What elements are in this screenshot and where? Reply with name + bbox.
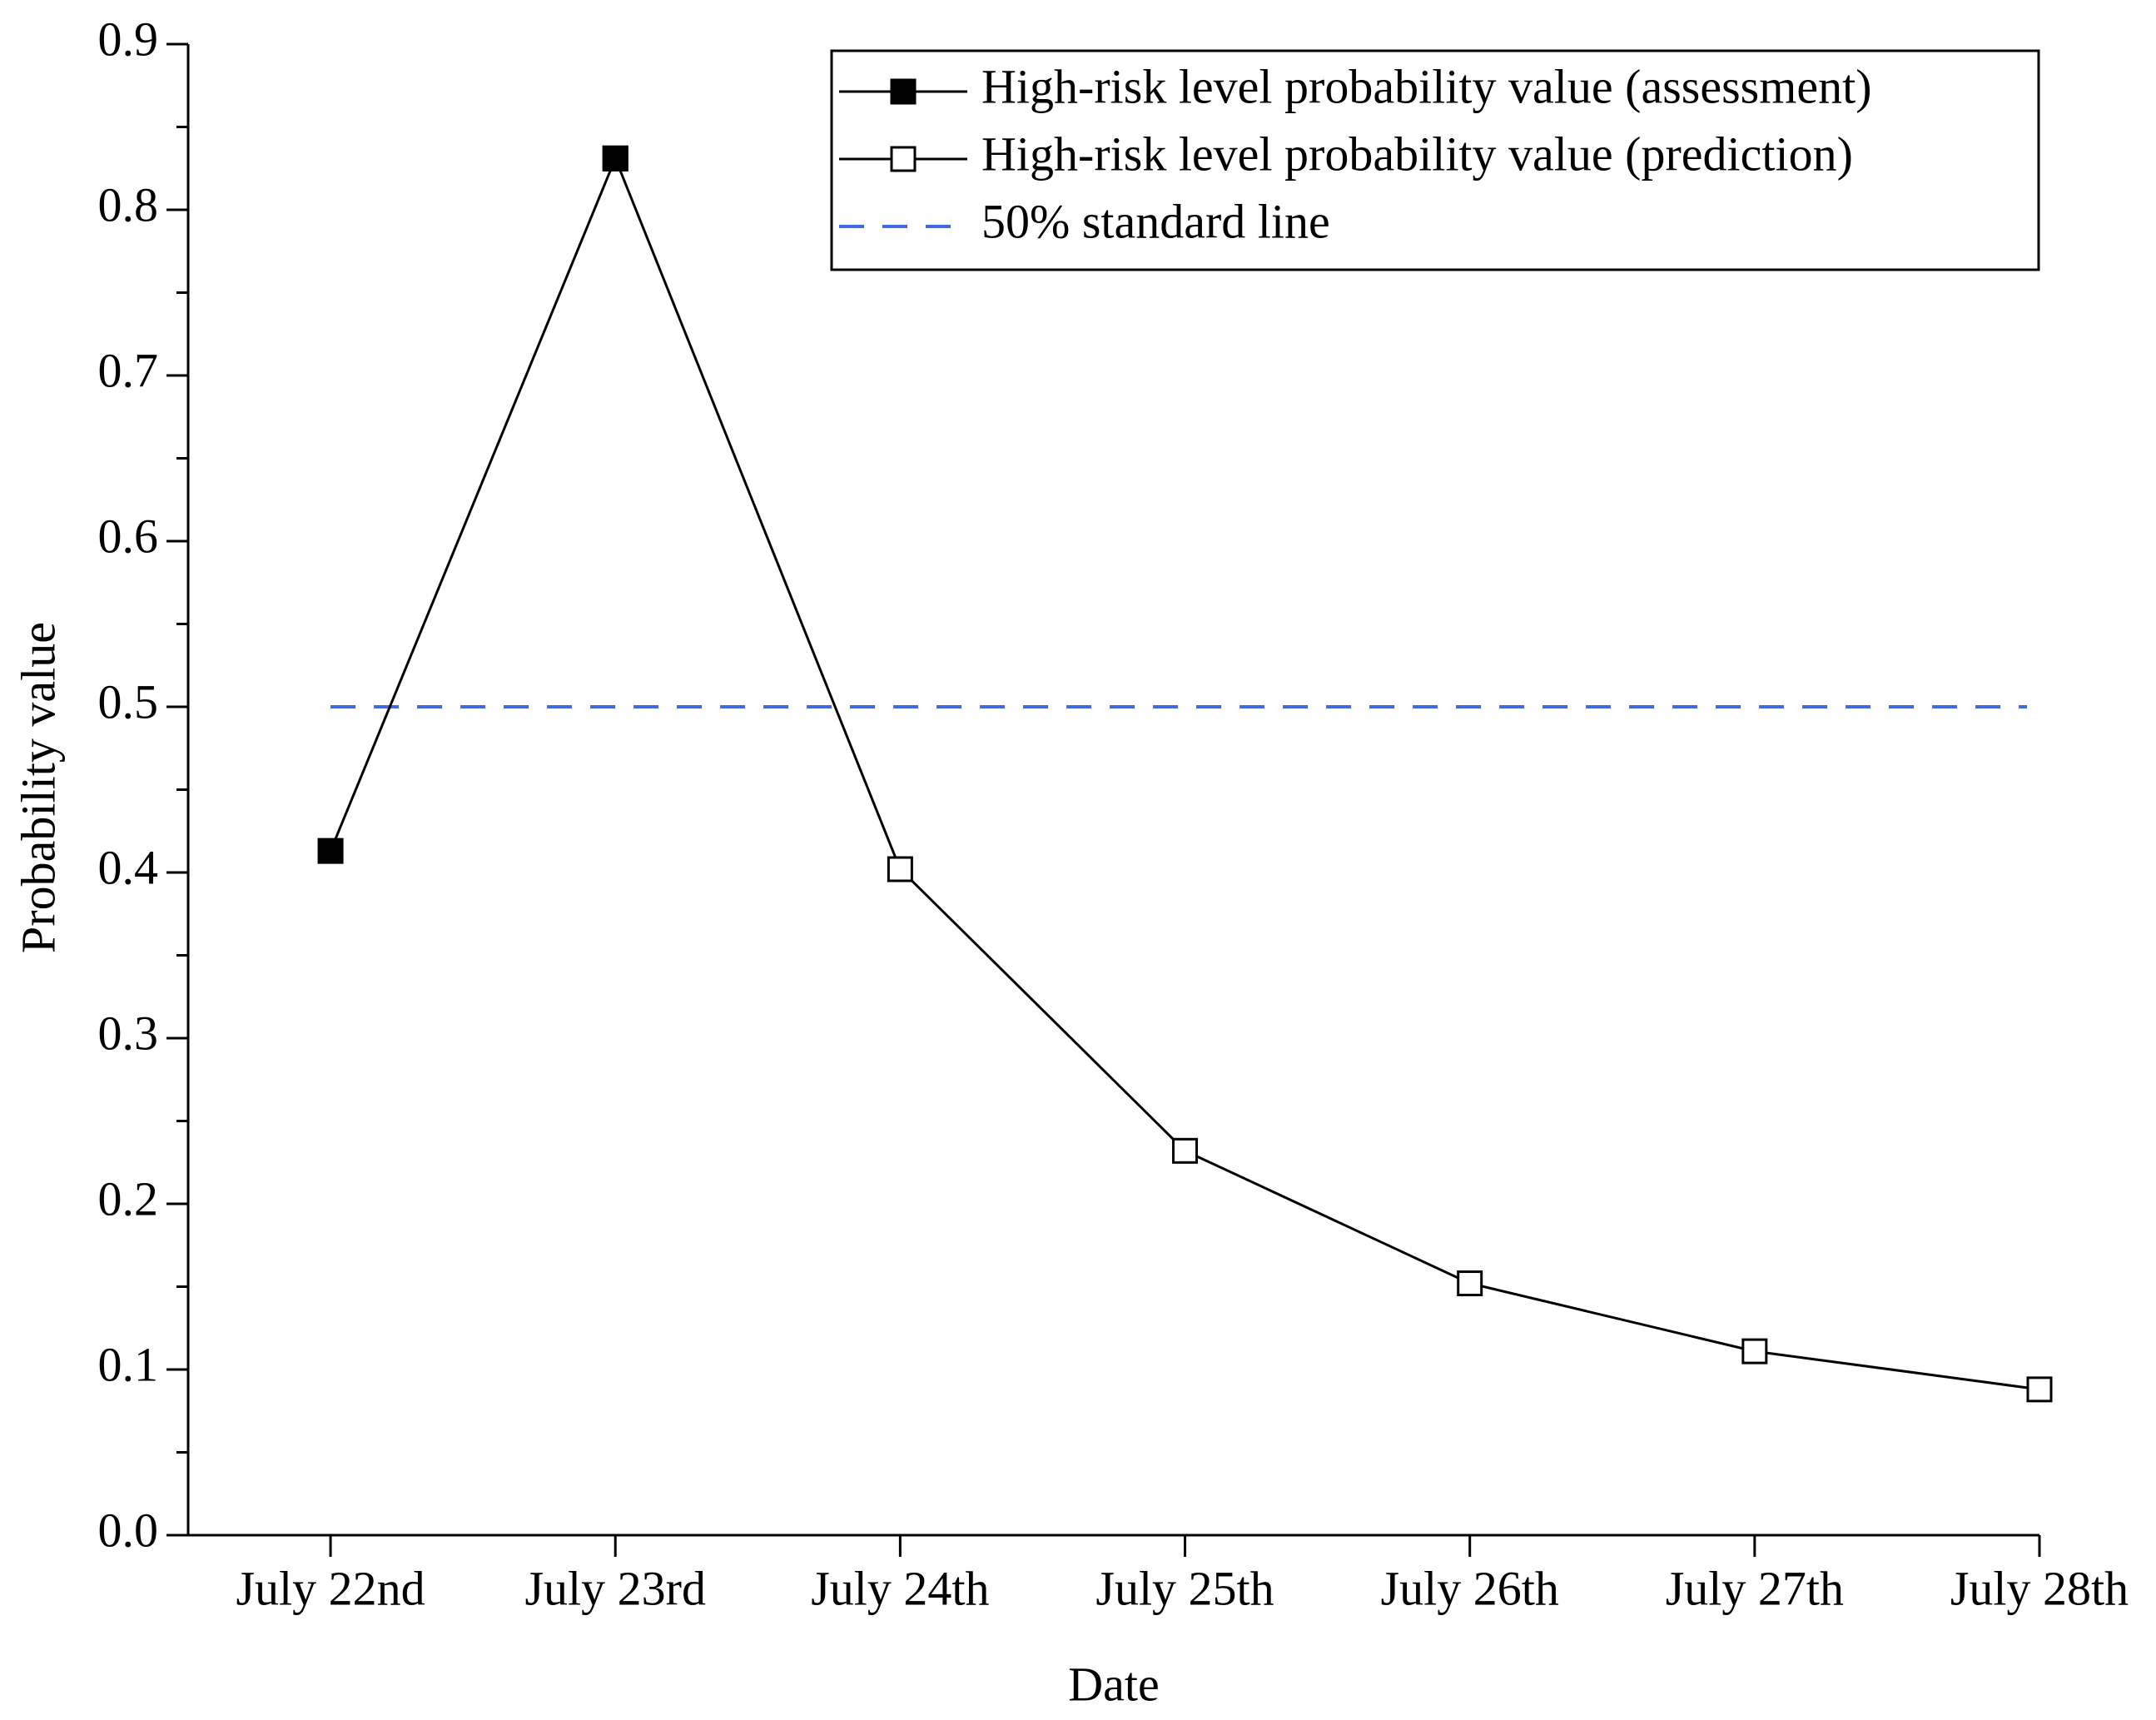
x-tick-label: July 23rd [524,1561,706,1615]
legend-box [830,49,2040,271]
y-tick-label: 0.0 [98,1503,159,1557]
series-line [329,157,617,852]
x-axis-label: Date [1068,1657,1160,1711]
legend-label: High-risk level probability value (predi… [981,127,1853,181]
y-tick-label: 0.8 [98,177,159,231]
marker [317,838,344,864]
marker [2026,1376,2053,1403]
marker [890,146,917,172]
legend-label: High-risk level probability value (asses… [981,59,1872,113]
x-tick-label: July 28th [1950,1561,2129,1615]
marker [890,78,917,105]
marker [602,145,628,172]
marker [1457,1270,1483,1297]
x-tick-label: July 26th [1381,1561,1559,1615]
y-tick-label: 0.4 [98,840,159,894]
x-tick-label: July 22nd [236,1561,425,1615]
x-tick-label: July 25th [1095,1561,1274,1615]
x-tick-label: July 24th [811,1561,989,1615]
y-tick-label: 0.5 [98,674,159,728]
marker [887,856,913,882]
y-tick-label: 0.7 [98,343,159,397]
y-tick-label: 0.6 [98,509,159,563]
y-tick-label: 0.2 [98,1171,159,1225]
legend-label: 50% standard line [981,194,1330,248]
y-tick-label: 0.1 [98,1337,159,1391]
marker [1172,1137,1199,1164]
y-axis-label: Probability value [11,622,65,953]
marker [1741,1338,1768,1365]
x-tick-label: July 27th [1666,1561,1844,1615]
y-tick-label: 0.9 [98,12,159,66]
y-tick-label: 0.3 [98,1006,159,1060]
series-line [614,157,2040,1391]
